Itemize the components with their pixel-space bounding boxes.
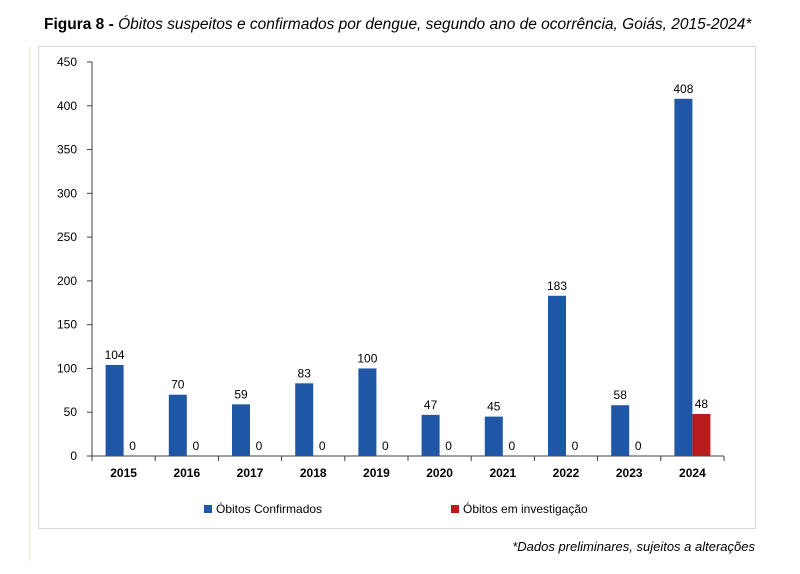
- chart-frame: [38, 46, 756, 529]
- x-tick-label: 2022: [553, 466, 580, 480]
- data-label-investigation: 0: [129, 439, 136, 453]
- bar-confirmed: [358, 368, 377, 456]
- x-tick-label: 2020: [426, 466, 453, 480]
- x-tick-label: 2024: [679, 466, 706, 480]
- x-tick-label: 2018: [300, 466, 327, 480]
- footnote: *Dados preliminares, sujeitos a alteraçõ…: [512, 539, 755, 554]
- y-tick-label: 350: [57, 143, 77, 157]
- data-label-confirmed: 83: [298, 366, 312, 380]
- legend-swatch-confirmed: [204, 505, 212, 513]
- x-tick-label: 2016: [173, 466, 200, 480]
- data-label-investigation: 0: [319, 439, 326, 453]
- legend-swatch-investigation: [451, 505, 459, 513]
- y-tick-label: 150: [57, 318, 77, 332]
- bar-confirmed: [232, 404, 250, 456]
- bar-confirmed: [674, 98, 693, 457]
- y-tick-label: 50: [64, 405, 78, 419]
- data-label-investigation: 0: [508, 439, 515, 453]
- bar-confirmed: [295, 383, 314, 456]
- x-tick-label: 2017: [237, 466, 264, 480]
- data-label-confirmed: 70: [171, 378, 185, 392]
- y-tick-label: 200: [57, 274, 77, 288]
- data-label-investigation: 0: [192, 439, 199, 453]
- y-tick-label: 0: [70, 449, 77, 463]
- y-tick-label: 250: [57, 230, 77, 244]
- bar-confirmed: [105, 364, 124, 456]
- bar-confirmed: [548, 295, 566, 456]
- chart-legend: Óbitos Confirmados Óbitos em investigaçã…: [0, 502, 800, 520]
- bar-confirmed: [168, 394, 187, 456]
- figure-title-text: Óbitos suspeitos e confirmados por dengu…: [118, 16, 752, 33]
- bar-confirmed: [611, 405, 630, 456]
- page-left-rule: [29, 46, 30, 561]
- data-label-investigation: 0: [572, 439, 579, 453]
- data-label-investigation: 0: [445, 439, 452, 453]
- data-label-confirmed: 59: [234, 387, 248, 401]
- data-label-investigation: 48: [695, 397, 709, 411]
- data-label-confirmed: 100: [357, 351, 377, 365]
- data-label-confirmed: 183: [547, 279, 567, 293]
- bar-investigation: [692, 413, 711, 456]
- data-label-confirmed: 104: [105, 348, 125, 362]
- x-tick-label: 2015: [110, 466, 137, 480]
- data-label-confirmed: 408: [673, 82, 693, 96]
- data-label-confirmed: 45: [487, 400, 501, 414]
- legend-label-investigation: Óbitos em investigação: [463, 502, 588, 516]
- y-tick-label: 400: [57, 99, 77, 113]
- data-label-confirmed: 58: [614, 388, 628, 402]
- y-tick-label: 450: [57, 55, 77, 69]
- x-tick-label: 2019: [363, 466, 390, 480]
- x-tick-label: 2021: [489, 466, 516, 480]
- bar-confirmed: [421, 414, 440, 456]
- data-label-investigation: 0: [635, 439, 642, 453]
- legend-item-investigation: Óbitos em investigação: [451, 502, 588, 516]
- data-label-investigation: 0: [256, 439, 263, 453]
- data-label-investigation: 0: [382, 439, 389, 453]
- legend-label-confirmed: Óbitos Confirmados: [216, 502, 323, 516]
- x-tick-label: 2023: [616, 466, 643, 480]
- data-label-confirmed: 47: [424, 398, 438, 412]
- figure-title-lead: Figura 8 -: [44, 16, 114, 33]
- y-tick-label: 300: [57, 186, 77, 200]
- y-tick-label: 100: [57, 361, 77, 375]
- legend-item-confirmed: Óbitos Confirmados: [204, 502, 322, 516]
- bar-confirmed: [484, 416, 503, 456]
- figure-title: Figura 8 - Óbitos suspeitos e confirmado…: [44, 16, 751, 34]
